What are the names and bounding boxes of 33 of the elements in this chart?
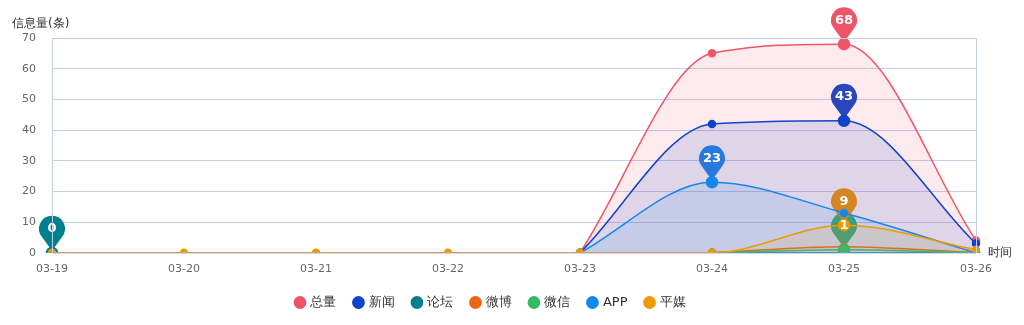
data-label: 68 [834, 11, 854, 27]
y-tick-label: 40 [22, 122, 36, 136]
legend-label: APP [602, 293, 628, 309]
y-axis-title: 信息量(条) [12, 16, 70, 31]
x-axis-title: 时间 [988, 244, 1012, 259]
x-tick-label: 03-24 [696, 262, 728, 276]
legend-label: 微信 [544, 293, 571, 309]
x-tick-label: 03-19 [36, 262, 68, 276]
x-tick-label: 03-21 [300, 262, 332, 276]
y-tick-label: 70 [22, 30, 36, 44]
y-tick-label: 10 [22, 214, 36, 228]
x-tick-label: 03-25 [828, 262, 860, 276]
y-tick-label: 0 [29, 245, 36, 259]
legend-label: 微博 [485, 293, 512, 309]
data-label: 43 [834, 88, 854, 104]
legend-label: 论坛 [427, 293, 454, 309]
data-label: 23 [702, 149, 722, 165]
point [707, 119, 717, 129]
x-tick-label: 03-22 [432, 262, 464, 276]
data-label: 9 [839, 192, 849, 208]
legend-label: 新闻 [368, 293, 395, 309]
y-tick-label: 30 [22, 153, 36, 167]
data-label: 1 [839, 217, 849, 233]
y-tick-label: 60 [22, 61, 36, 75]
point [707, 49, 717, 58]
x-tick-label: 03-20 [168, 262, 200, 276]
y-tick-label: 50 [22, 92, 36, 106]
point [839, 208, 849, 218]
x-tick-label: 03-23 [564, 262, 596, 276]
x-tick-label: 03-26 [960, 262, 992, 276]
legend-label: 总量 [309, 293, 337, 309]
legend-label: 平媒 [660, 293, 687, 309]
y-tick-label: 20 [22, 184, 36, 198]
